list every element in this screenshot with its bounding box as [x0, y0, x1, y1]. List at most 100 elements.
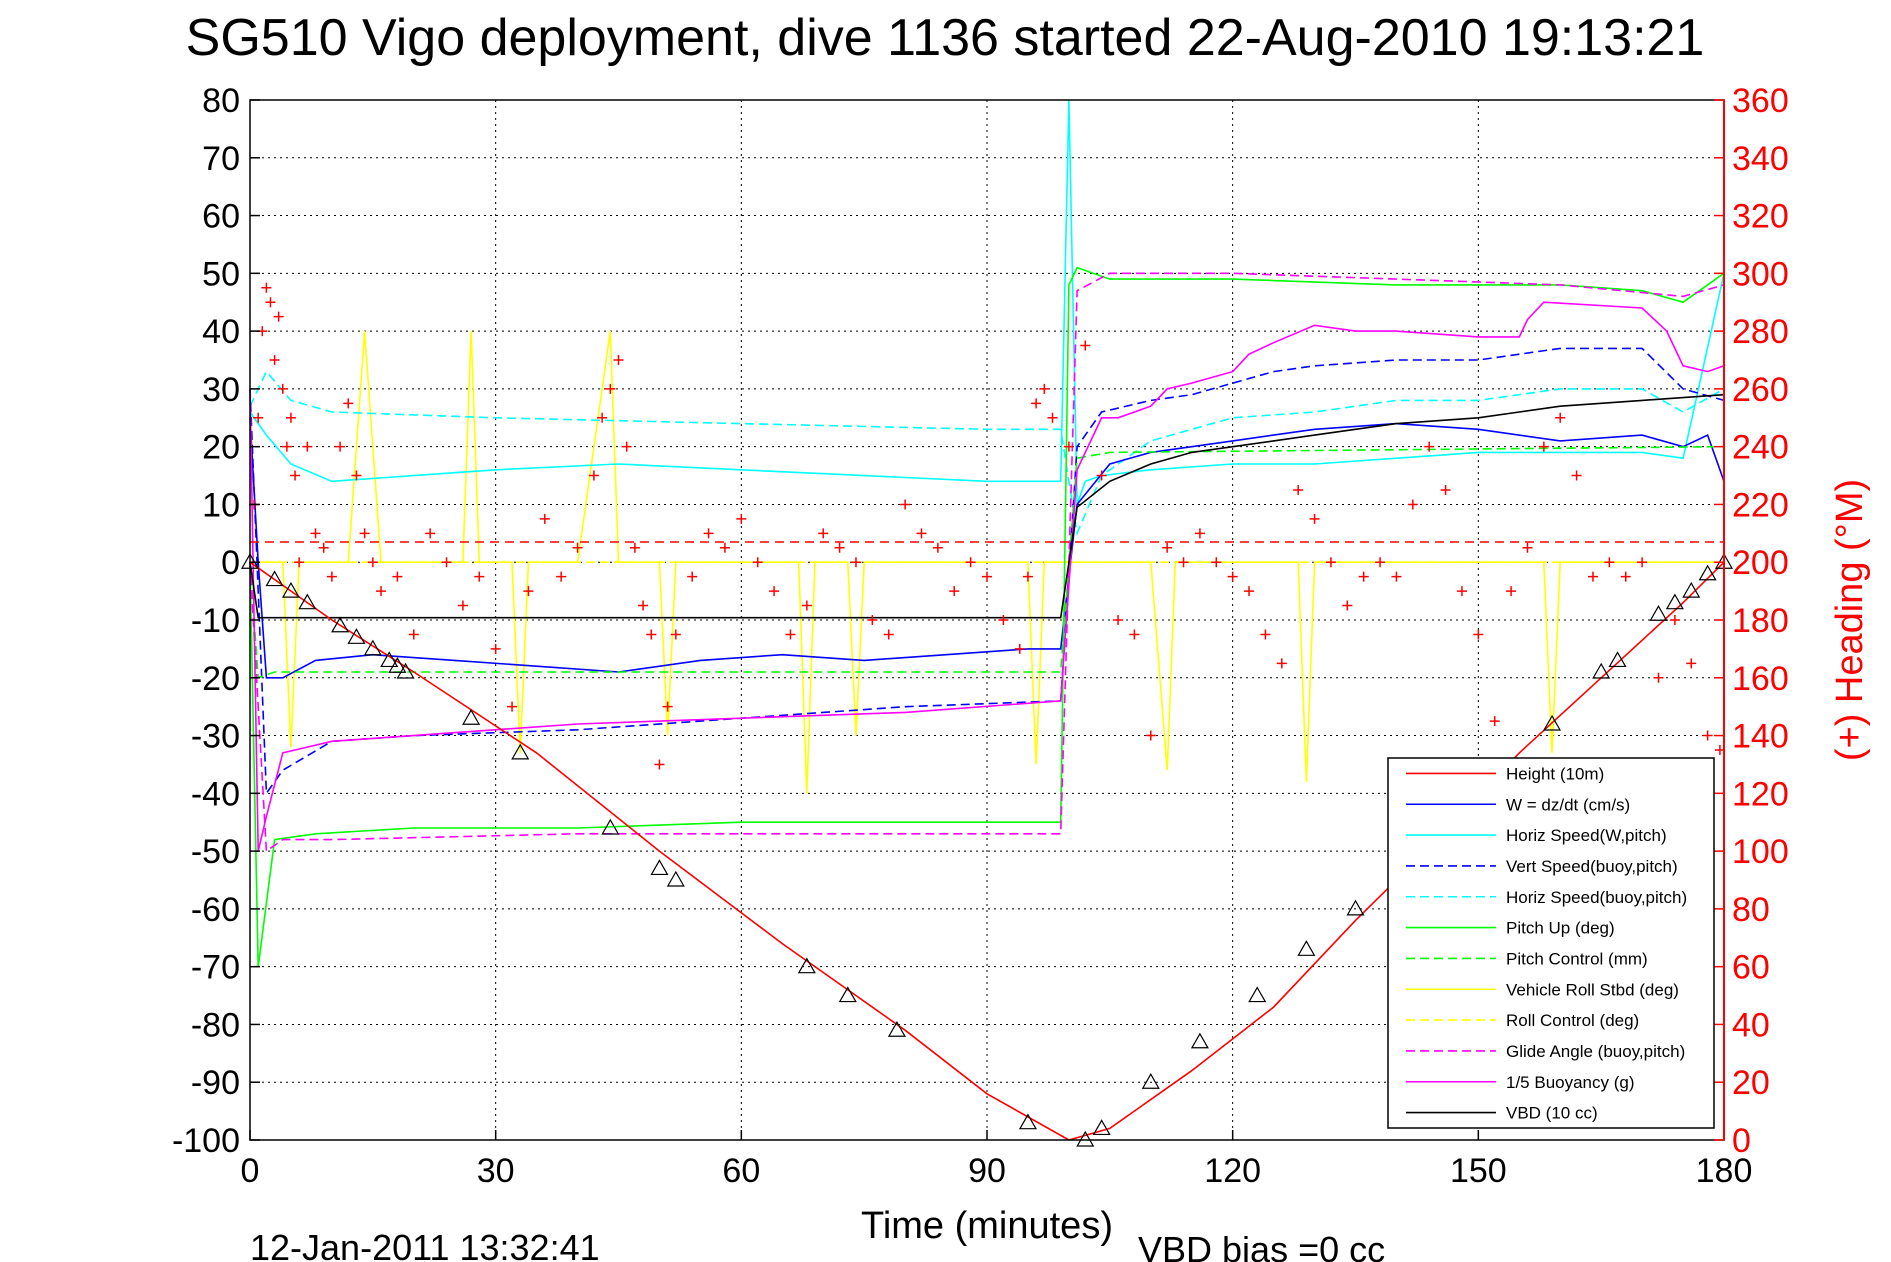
- legend: Height (10m) W = dz/dt (cm/s) Horiz Speed(…: [1387, 757, 1715, 1129]
- x-axis-label: Time (minutes): [861, 1205, 1113, 1247]
- heading-point: [1686, 658, 1697, 669]
- x-tick-label: 0: [241, 1152, 260, 1190]
- y2-tick-label: 160: [1732, 660, 1789, 698]
- heading-point: [1571, 470, 1582, 481]
- height-marker: [1346, 899, 1365, 916]
- heading-point: [376, 586, 387, 597]
- heading-point: [269, 355, 280, 365]
- heading-point: [1358, 571, 1369, 582]
- heading-point: [425, 528, 436, 539]
- y2-tick-label: 340: [1732, 140, 1789, 178]
- y-tick-label: 10: [202, 486, 240, 524]
- legend-label: VBD (10 cc): [1506, 1104, 1598, 1123]
- heading-point: [1506, 586, 1517, 597]
- x-tick-label: 30: [477, 1152, 515, 1190]
- heading-point: [1145, 730, 1156, 741]
- x-tick-label: 60: [722, 1152, 760, 1190]
- heading-point: [335, 441, 346, 452]
- height-marker: [838, 986, 857, 1003]
- x-tick-label: 120: [1204, 1152, 1261, 1190]
- heading-point: [1391, 571, 1402, 582]
- heading-point: [1473, 629, 1484, 640]
- heading-point: [1424, 441, 1435, 452]
- heading-point: [1653, 672, 1664, 683]
- heading-point: [916, 528, 927, 539]
- heading-point: [1244, 586, 1255, 597]
- height-marker: [797, 957, 816, 974]
- heading-point: [277, 383, 288, 394]
- legend-label: Roll Control (deg): [1506, 1011, 1639, 1030]
- heading-point: [719, 542, 730, 553]
- heading-point: [638, 600, 649, 611]
- heading-point: [302, 441, 313, 452]
- heading-point: [273, 311, 284, 322]
- heading-point: [818, 528, 829, 539]
- heading-point: [588, 470, 599, 481]
- legend-label: Glide Angle (buoy,pitch): [1506, 1042, 1685, 1061]
- heading-point: [687, 571, 698, 582]
- heading-point: [703, 528, 714, 539]
- y2-tick-label: 40: [1732, 1006, 1770, 1044]
- y-tick-label: -20: [191, 660, 240, 698]
- y2-tick-label: 300: [1732, 255, 1789, 293]
- heading-point: [507, 701, 518, 712]
- heading-point: [1211, 557, 1222, 568]
- legend-label: Vehicle Roll Stbd (deg): [1506, 980, 1679, 999]
- heading-point: [982, 571, 992, 582]
- heading-point: [261, 282, 272, 293]
- height-marker: [1608, 651, 1627, 668]
- y-tick-label: -40: [191, 775, 240, 813]
- heading-point: [408, 629, 419, 640]
- heading-point: [752, 557, 763, 568]
- height-marker: [511, 743, 530, 760]
- heading-point: [290, 470, 301, 481]
- heading-point: [1129, 629, 1140, 640]
- y2-tick-label: 20: [1732, 1064, 1770, 1102]
- y-tick-label: 60: [202, 198, 240, 236]
- height-marker: [1141, 1073, 1160, 1089]
- heading-point: [646, 629, 657, 640]
- heading-point: [1260, 629, 1271, 640]
- height-marker: [380, 651, 399, 668]
- heading-point: [1555, 412, 1566, 423]
- y-tick-label: -100: [172, 1122, 240, 1160]
- y2-tick-label: 200: [1732, 544, 1789, 582]
- y2-tick-label: 80: [1732, 891, 1770, 929]
- heading-point: [1620, 571, 1631, 582]
- height-marker: [666, 870, 685, 887]
- y-tick-label: 40: [202, 313, 240, 351]
- legend-box: [1387, 757, 1715, 1129]
- heading-point: [1325, 557, 1336, 568]
- legend-label: Height (10m): [1506, 764, 1604, 783]
- heading-point: [253, 412, 264, 423]
- x-tick-label: 90: [968, 1152, 1006, 1190]
- y2-tick-label: 0: [1732, 1122, 1751, 1160]
- series-line-1: [249, 417, 1725, 679]
- heading-point: [351, 470, 362, 481]
- y-tick-label: -10: [191, 602, 240, 640]
- heading-point: [1587, 571, 1598, 582]
- heading-point: [850, 557, 861, 568]
- heading-point: [662, 701, 673, 712]
- heading-point: [1014, 643, 1025, 654]
- height-marker: [650, 859, 669, 876]
- heading-point: [392, 571, 403, 582]
- heading-point: [1489, 716, 1500, 727]
- y-tick-label: 50: [202, 255, 240, 293]
- heading-point: [490, 643, 501, 654]
- x-tick-label: 180: [1696, 1152, 1753, 1190]
- height-marker: [1592, 662, 1611, 679]
- height-marker: [265, 570, 284, 587]
- heading-point: [1375, 557, 1386, 568]
- y-tick-label: -60: [191, 891, 240, 929]
- height-marker: [601, 818, 620, 835]
- heading-point: [441, 557, 452, 568]
- height-marker: [281, 581, 300, 598]
- y2-axis-label: (+) Heading (°M): [1829, 479, 1871, 761]
- heading-point: [523, 586, 534, 597]
- height-marker: [331, 616, 350, 633]
- heading-point: [310, 528, 321, 539]
- y2-tick-label: 140: [1732, 718, 1789, 756]
- heading-point: [900, 499, 911, 510]
- y-tick-label: 20: [202, 429, 240, 467]
